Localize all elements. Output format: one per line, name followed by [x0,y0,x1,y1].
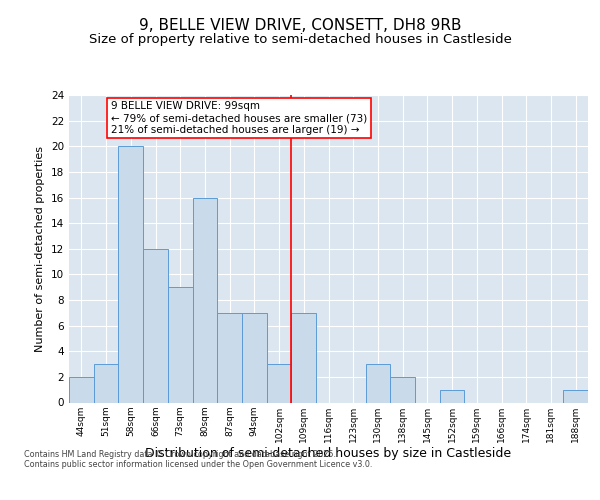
Bar [193,198,217,402]
Bar [168,287,193,403]
Bar [94,364,118,403]
Text: Contains HM Land Registry data © Crown copyright and database right 2025.
Contai: Contains HM Land Registry data © Crown c… [24,450,373,469]
Bar [267,364,292,403]
Text: 9 BELLE VIEW DRIVE: 99sqm
← 79% of semi-detached houses are smaller (73)
21% of : 9 BELLE VIEW DRIVE: 99sqm ← 79% of semi-… [111,102,367,134]
Bar [365,364,390,403]
Bar [563,390,588,402]
Bar [69,377,94,402]
Bar [292,313,316,402]
Bar [440,390,464,402]
Bar [143,248,168,402]
Text: 9, BELLE VIEW DRIVE, CONSETT, DH8 9RB: 9, BELLE VIEW DRIVE, CONSETT, DH8 9RB [139,18,461,32]
Bar [242,313,267,402]
Y-axis label: Number of semi-detached properties: Number of semi-detached properties [35,146,46,352]
X-axis label: Distribution of semi-detached houses by size in Castleside: Distribution of semi-detached houses by … [145,447,512,460]
Text: Size of property relative to semi-detached houses in Castleside: Size of property relative to semi-detach… [89,32,511,46]
Bar [217,313,242,402]
Bar [390,377,415,402]
Bar [118,146,143,403]
